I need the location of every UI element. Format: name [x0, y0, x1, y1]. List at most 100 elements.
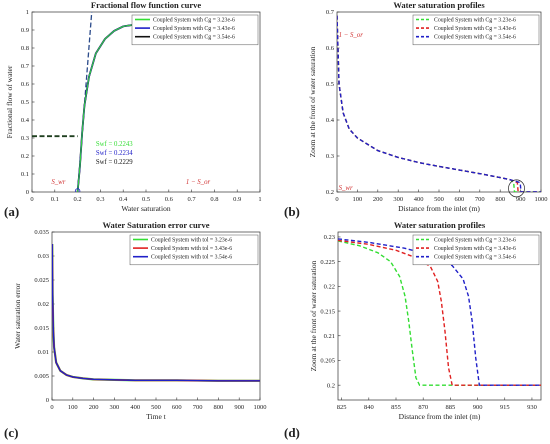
y-tick-label: 0.2	[327, 382, 335, 389]
y-tick-label: 0.015	[34, 325, 49, 332]
plot-area	[338, 238, 541, 386]
annotation-1-sor: 1 − S_or	[339, 32, 364, 39]
chart-panel-2: 0 100 200 300 400 500 600 700 800 900 1000 0 0.005 0.…	[4, 220, 267, 440]
x-tick-label: 500	[434, 196, 444, 203]
legend-entry: Coupled System with Cg = 3.43e-6	[434, 26, 516, 32]
panel-label: (c)	[4, 425, 18, 440]
y-axis-label: Zoom at the front of water saturation	[308, 46, 317, 157]
y-tick-label: 0.6	[326, 45, 335, 52]
chart-title: Water Saturation error curve	[103, 220, 210, 230]
y-axis-label: Water saturation error	[13, 283, 22, 349]
zoom-circle	[508, 179, 525, 198]
x-tick-label: 0.1	[51, 196, 59, 203]
y-axis-label: Fractional flow of water	[5, 65, 14, 138]
panel-label: (b)	[284, 204, 300, 219]
legend-entry: Coupled System with tol = 3.23e-6	[151, 238, 232, 244]
y-tick-label: 0.5	[21, 99, 29, 106]
y-tick-label: 0.1	[21, 171, 29, 178]
x-tick-label: 300	[110, 404, 120, 411]
legend-entry: Coupled System with Cg = 3.23e-6	[434, 238, 516, 244]
x-tick-label: 900	[473, 404, 483, 411]
y-tick-label: 0.3	[21, 135, 29, 142]
y-tick-label: 0.7	[326, 9, 335, 16]
x-tick-label: 400	[414, 196, 424, 203]
x-tick-label: 800	[214, 404, 224, 411]
legend-entry: Coupled System with tol = 3.54e-6	[151, 255, 232, 261]
y-tick-label: 0.215	[320, 308, 335, 315]
x-tick-label: 0	[30, 196, 33, 203]
y-tick-label: 0.23	[324, 234, 335, 241]
x-tick-label: 200	[373, 196, 383, 203]
x-tick-label: 200	[89, 404, 99, 411]
series-line-0	[77, 22, 147, 192]
series-line-2	[52, 243, 260, 382]
x-tick-label: 900	[234, 404, 244, 411]
x-tick-label: 700	[193, 404, 203, 411]
x-tick-label: 700	[475, 196, 485, 203]
x-tick-label: 825	[337, 404, 347, 411]
annotation-swf-black: Swf = 0.2229	[96, 159, 133, 166]
y-tick-label: 0	[46, 397, 49, 404]
x-tick-label: 800	[495, 196, 505, 203]
chart-title: Fractional flow function curve	[91, 0, 201, 10]
x-tick-label: 885	[446, 404, 456, 411]
x-tick-label: 600	[455, 196, 465, 203]
annotation-swf-blue: Swf = 0.2234	[96, 150, 133, 157]
x-tick-label: 900	[516, 196, 526, 203]
legend: Coupled System with Cg = 3.23e-6 Coupled …	[131, 14, 259, 46]
x-tick-label: 0.6	[165, 196, 174, 203]
x-tick-label: 840	[364, 404, 374, 411]
x-tick-label: 1	[258, 196, 261, 203]
annotation-swr: S_wr	[339, 185, 353, 192]
y-tick-label: 0.205	[320, 358, 335, 365]
x-tick-label: 100	[353, 196, 363, 203]
annotation-1-sor: 1 − S_or	[186, 179, 211, 186]
y-tick-label: 0.4	[21, 117, 30, 124]
y-tick-label: 0.2	[21, 153, 29, 160]
y-tick-label: 0.01	[38, 349, 49, 356]
y-tick-label: 0.9	[21, 27, 29, 34]
x-axis-label: Time t	[146, 412, 166, 421]
x-tick-label: 1000	[254, 404, 267, 411]
panel-label: (d)	[284, 425, 300, 440]
x-tick-label: 930	[527, 404, 537, 411]
x-tick-label: 500	[151, 404, 161, 411]
y-tick-label: 0	[26, 189, 29, 196]
legend: Coupled System with Cg = 3.23e-6 Coupled …	[412, 14, 540, 46]
legend-entry: Coupled System with Cg = 3.23e-6	[153, 18, 235, 24]
legend: Coupled System with Cg = 3.23e-6 Coupled …	[412, 234, 540, 266]
y-tick-label: 0.2	[326, 189, 334, 196]
y-tick-label: 0.005	[34, 373, 49, 380]
x-tick-label: 855	[391, 404, 401, 411]
x-axis-label: Distance from the inlet (m)	[399, 412, 481, 421]
x-tick-label: 1000	[535, 196, 548, 203]
x-tick-label: 400	[130, 404, 140, 411]
y-tick-label: 0.02	[38, 301, 49, 308]
legend-box	[131, 14, 259, 46]
x-tick-label: 0	[50, 404, 53, 411]
annotation-swf-green: Swf = 0.2243	[96, 141, 133, 148]
x-tick-label: 0.8	[210, 196, 218, 203]
panel-label: (a)	[4, 204, 19, 219]
y-tick-label: 0.3	[326, 153, 334, 160]
y-tick-label: 1	[26, 9, 29, 16]
series-line-1	[338, 239, 541, 386]
legend-entry: Coupled System with Cg = 3.23e-6	[434, 18, 516, 24]
plot-area	[32, 12, 147, 192]
x-tick-label: 0.2	[74, 196, 82, 203]
legend-entry: Coupled System with Cg = 3.43e-6	[434, 246, 516, 252]
plot-area	[52, 243, 260, 382]
y-tick-label: 0.025	[34, 277, 49, 284]
legend-box	[129, 234, 259, 266]
legend-entry: Coupled System with tol = 3.43e-6	[151, 246, 232, 252]
y-tick-label: 0.5	[326, 81, 334, 88]
x-tick-label: 300	[393, 196, 403, 203]
legend-box	[412, 14, 540, 46]
series-line-0	[338, 240, 541, 386]
x-tick-label: 600	[172, 404, 182, 411]
x-tick-label: 0.9	[233, 196, 241, 203]
x-tick-label: 0.3	[96, 196, 104, 203]
x-tick-label: 870	[418, 404, 428, 411]
y-tick-label: 0.8	[21, 45, 29, 52]
